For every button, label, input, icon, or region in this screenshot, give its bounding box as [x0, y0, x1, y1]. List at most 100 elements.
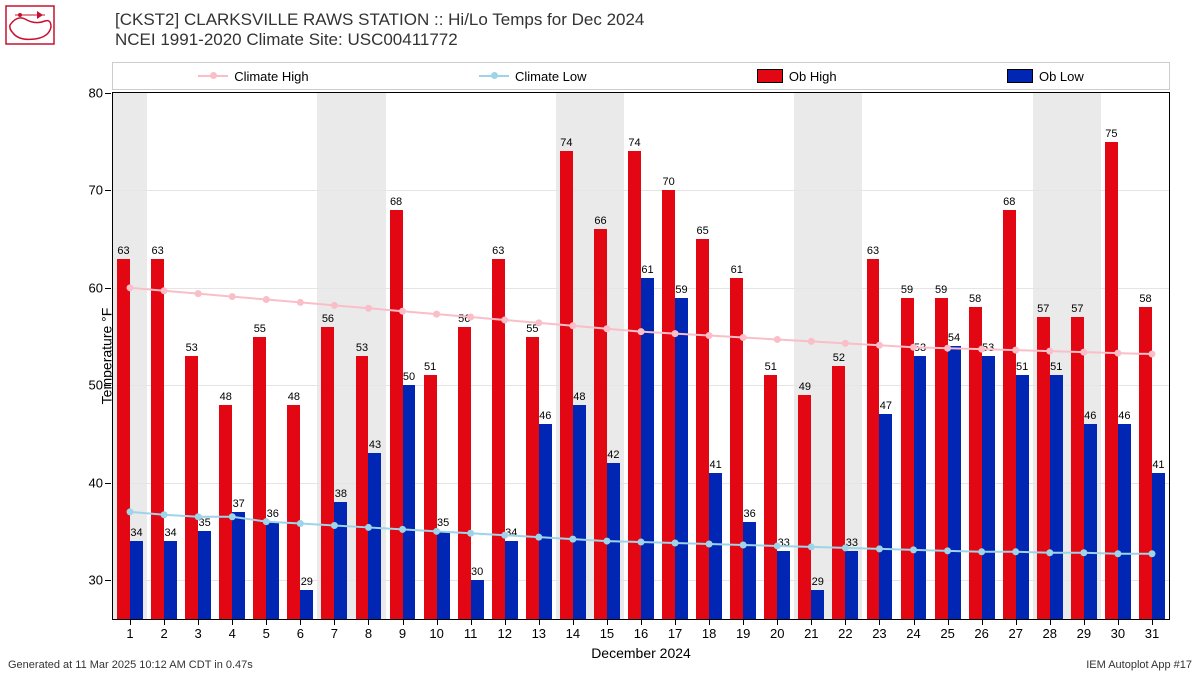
x-tick-label: 23	[872, 626, 886, 641]
ob-low-label: 42	[607, 449, 619, 461]
ob-high-label: 59	[901, 284, 913, 296]
ob-high-bar	[867, 259, 880, 619]
x-tick	[982, 620, 983, 625]
x-tick-label: 25	[940, 626, 954, 641]
x-tick	[368, 620, 369, 625]
ob-low-bar	[573, 405, 586, 619]
ob-high-label: 63	[151, 245, 163, 257]
x-tick-label: 4	[229, 626, 236, 641]
ob-high-bar	[798, 395, 811, 619]
ob-low-label: 30	[471, 566, 483, 578]
ob-high-label: 51	[424, 361, 436, 373]
x-tick	[300, 620, 301, 625]
ob-low-bar	[675, 298, 688, 619]
ob-high-bar	[901, 298, 914, 619]
x-tick	[1118, 620, 1119, 625]
x-tick-label: 15	[600, 626, 614, 641]
ob-low-label: 48	[573, 391, 585, 403]
ob-high-bar	[117, 259, 130, 619]
ob-high-label: 53	[356, 342, 368, 354]
x-tick-label: 22	[838, 626, 852, 641]
ob-high-bar	[424, 375, 437, 619]
ob-low-label: 34	[130, 527, 142, 539]
ob-low-label: 51	[1016, 361, 1028, 373]
y-tick-label: 30	[89, 573, 103, 588]
y-tick	[105, 385, 111, 386]
y-tick-label: 50	[89, 378, 103, 393]
ob-high-bar	[492, 259, 505, 619]
x-tick-label: 16	[634, 626, 648, 641]
x-tick-label: 13	[532, 626, 546, 641]
x-tick	[1084, 620, 1085, 625]
iem-logo	[5, 5, 55, 45]
plot-area: Temperature °F December 2024 30405060708…	[112, 92, 1170, 620]
ob-low-bar	[811, 590, 824, 619]
x-tick-label: 28	[1043, 626, 1057, 641]
x-tick	[232, 620, 233, 625]
x-tick	[811, 620, 812, 625]
ob-high-bar	[356, 356, 369, 619]
ob-low-bar	[164, 541, 177, 619]
x-tick	[777, 620, 778, 625]
ob-high-label: 52	[833, 352, 845, 364]
x-tick	[1050, 620, 1051, 625]
ob-low-bar	[368, 453, 381, 619]
x-tick-label: 5	[263, 626, 270, 641]
ob-low-bar	[1118, 424, 1131, 619]
ob-high-bar	[458, 327, 471, 619]
x-tick	[403, 620, 404, 625]
x-tick	[539, 620, 540, 625]
legend: Climate High Climate Low Ob High Ob Low	[112, 62, 1170, 90]
x-tick-label: 9	[399, 626, 406, 641]
ob-low-bar	[198, 531, 211, 619]
ob-low-label: 41	[709, 459, 721, 471]
footer-generated: Generated at 11 Mar 2025 10:12 AM CDT in…	[8, 659, 253, 671]
x-tick-label: 17	[668, 626, 682, 641]
x-tick-label: 10	[429, 626, 443, 641]
ob-low-label: 38	[335, 488, 347, 500]
ob-low-label: 41	[1152, 459, 1164, 471]
x-axis-label: December 2024	[591, 645, 691, 661]
ob-high-label: 53	[186, 342, 198, 354]
ob-low-label: 51	[1050, 361, 1062, 373]
ob-low-label: 36	[267, 508, 279, 520]
x-tick-label: 6	[297, 626, 304, 641]
x-tick-label: 18	[702, 626, 716, 641]
ob-high-bar	[662, 190, 675, 619]
x-tick	[334, 620, 335, 625]
ob-low-label: 34	[164, 527, 176, 539]
ob-high-label: 68	[1003, 196, 1015, 208]
y-tick-label: 40	[89, 475, 103, 490]
ob-high-label: 55	[254, 323, 266, 335]
ob-high-label: 63	[117, 245, 129, 257]
ob-high-bar	[696, 239, 709, 619]
x-tick	[573, 620, 574, 625]
ob-low-label: 46	[539, 410, 551, 422]
ob-low-label: 47	[880, 400, 892, 412]
ob-low-bar	[266, 522, 279, 619]
ob-high-bar	[560, 151, 573, 619]
x-tick-label: 19	[736, 626, 750, 641]
ob-high-label: 68	[390, 196, 402, 208]
ob-low-bar	[1050, 375, 1063, 619]
ob-high-bar	[185, 356, 198, 619]
x-tick	[641, 620, 642, 625]
y-tick-label: 80	[89, 86, 103, 101]
ob-high-bar	[1003, 210, 1016, 619]
x-tick	[164, 620, 165, 625]
ob-high-bar	[969, 307, 982, 619]
y-tick	[105, 190, 111, 191]
ob-low-bar	[1084, 424, 1097, 619]
ob-high-bar	[1139, 307, 1152, 619]
ob-low-label: 29	[301, 576, 313, 588]
ob-low-label: 33	[846, 537, 858, 549]
ob-low-label: 35	[437, 517, 449, 529]
ob-low-bar	[948, 346, 961, 619]
x-tick-label: 24	[906, 626, 920, 641]
ob-low-label: 43	[369, 439, 381, 451]
ob-high-bar	[1037, 317, 1050, 619]
ob-low-bar	[743, 522, 756, 619]
ob-high-bar	[151, 259, 164, 619]
ob-low-label: 59	[675, 284, 687, 296]
x-tick	[1016, 620, 1017, 625]
